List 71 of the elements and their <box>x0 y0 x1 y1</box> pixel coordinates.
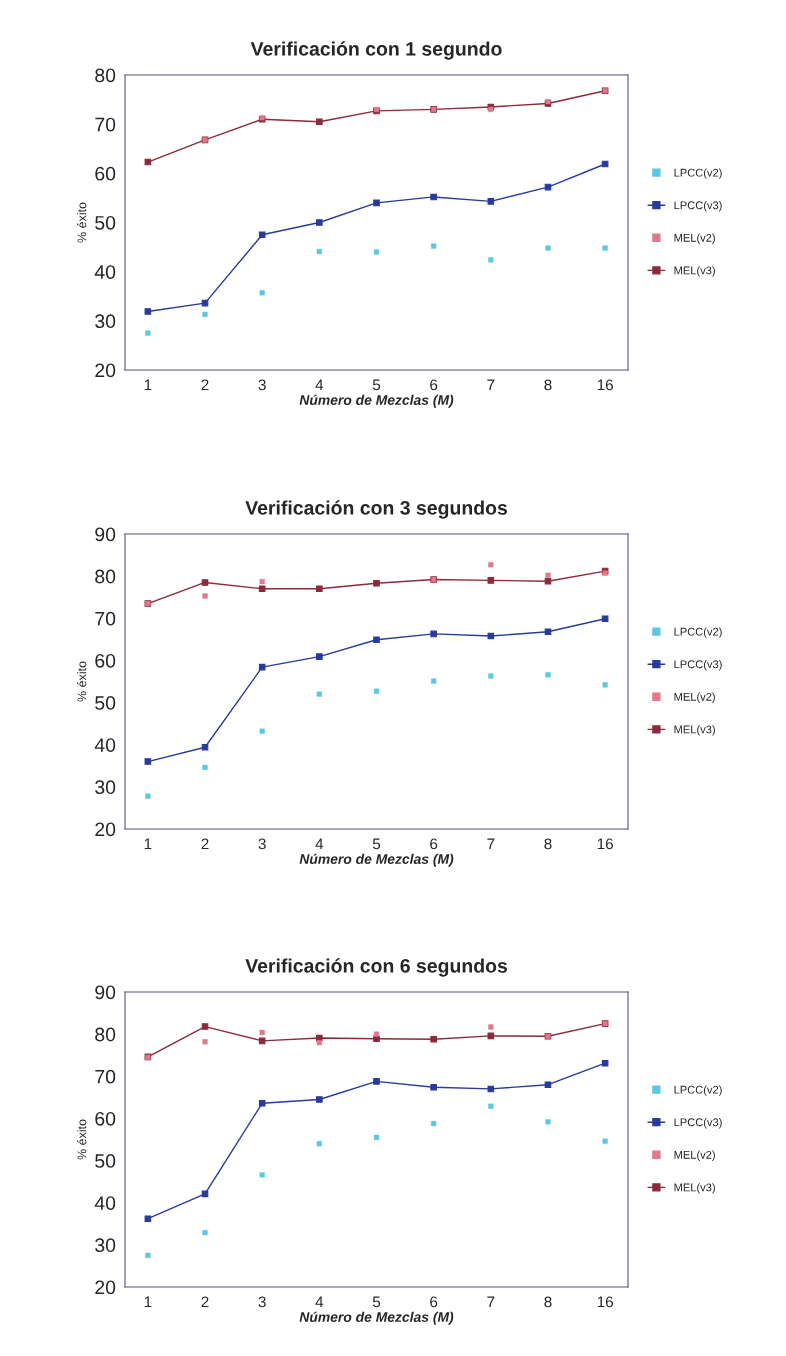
x-tick-label: 7 <box>487 838 495 850</box>
legend-label: LPCC(v2) <box>674 1085 722 1096</box>
x-tick-label: 4 <box>315 379 324 391</box>
legend-label: LPCC(v3) <box>674 1118 722 1129</box>
y-tick-label: 90 <box>95 527 116 542</box>
legend-label: MEL(v2) <box>674 1150 715 1161</box>
x-tick-label: 8 <box>544 838 552 850</box>
y-tick-label: 40 <box>94 1196 116 1210</box>
x-tick-label: 3 <box>258 379 266 391</box>
y-tick-label: 80 <box>95 569 116 584</box>
x-tick-label: 2 <box>201 1296 209 1308</box>
x-tick-label: 2 <box>201 838 209 850</box>
x-tick-label: 1 <box>144 838 152 850</box>
x-tick-label: 7 <box>487 379 495 391</box>
x-tick-label: 4 <box>315 1296 324 1308</box>
x-tick-label: 1 <box>144 379 152 391</box>
x-tick-label: 7 <box>487 1296 495 1308</box>
x-tick-label: 4 <box>315 838 324 850</box>
legend-label: LPCC(v3) <box>674 660 722 671</box>
x-tick-label: 3 <box>258 838 266 850</box>
y-tick-label: 70 <box>95 117 116 132</box>
y-axis-title: % éxito <box>76 661 87 702</box>
y-tick-label: 20 <box>95 363 116 378</box>
y-tick-label: 60 <box>95 166 116 181</box>
x-tick-label: 16 <box>597 379 613 391</box>
legend-label: MEL(v3) <box>674 725 715 736</box>
x-tick-label: 5 <box>372 379 381 391</box>
x-tick-label: 6 <box>430 1296 438 1308</box>
y-tick-label: 60 <box>95 1111 116 1126</box>
legend-label: MEL(v2) <box>674 692 715 703</box>
x-tick-label: 5 <box>372 838 381 850</box>
y-tick-label: 60 <box>95 653 116 668</box>
x-tick-label: 6 <box>430 838 438 850</box>
x-axis-title: Número de Mezclas (M) <box>299 853 454 867</box>
chart-title: Verificación con 6 segundos <box>245 958 507 977</box>
y-tick-label: 70 <box>95 1069 116 1084</box>
y-tick-label: 30 <box>95 314 116 329</box>
y-tick-label: 90 <box>95 985 116 1000</box>
y-tick-label: 70 <box>95 611 116 626</box>
y-tick-label: 40 <box>94 265 116 279</box>
x-tick-label: 2 <box>201 379 209 391</box>
x-tick-label: 1 <box>144 1296 152 1308</box>
x-tick-label: 5 <box>372 1296 381 1308</box>
x-tick-label: 8 <box>544 379 552 391</box>
y-tick-label: 20 <box>95 822 116 837</box>
legend-label: MEL(v2) <box>674 233 715 244</box>
x-tick-label: 16 <box>597 1296 613 1308</box>
y-tick-label: 50 <box>95 696 116 710</box>
x-tick-label: 8 <box>544 1296 552 1308</box>
y-tick-label: 50 <box>95 1154 116 1168</box>
legend-label: MEL(v3) <box>674 266 715 277</box>
legend-label: MEL(v3) <box>674 1183 715 1194</box>
y-tick-label: 30 <box>95 780 116 795</box>
y-tick-label: 80 <box>95 68 116 83</box>
y-tick-label: 30 <box>95 1238 116 1253</box>
x-tick-label: 16 <box>597 838 613 850</box>
x-tick-label: 3 <box>258 1296 266 1308</box>
chart-title: Verificación con 3 segundos <box>245 500 507 519</box>
x-axis-title: Número de Mezclas (M) <box>299 1311 454 1325</box>
x-axis-title: Número de Mezclas (M) <box>299 394 454 408</box>
x-tick-label: 6 <box>430 379 438 391</box>
y-tick-label: 20 <box>95 1280 116 1295</box>
chart-title: Verificación con 1 segundo <box>250 41 502 60</box>
y-axis-title: % éxito <box>76 202 87 243</box>
y-axis-title: % éxito <box>76 1119 87 1160</box>
y-tick-label: 80 <box>95 1027 116 1042</box>
legend-label: LPCC(v2) <box>674 627 722 638</box>
y-tick-label: 40 <box>94 738 116 752</box>
legend-label: LPCC(v3) <box>674 201 722 212</box>
legend-label: LPCC(v2) <box>674 168 722 179</box>
y-tick-label: 50 <box>95 215 116 230</box>
